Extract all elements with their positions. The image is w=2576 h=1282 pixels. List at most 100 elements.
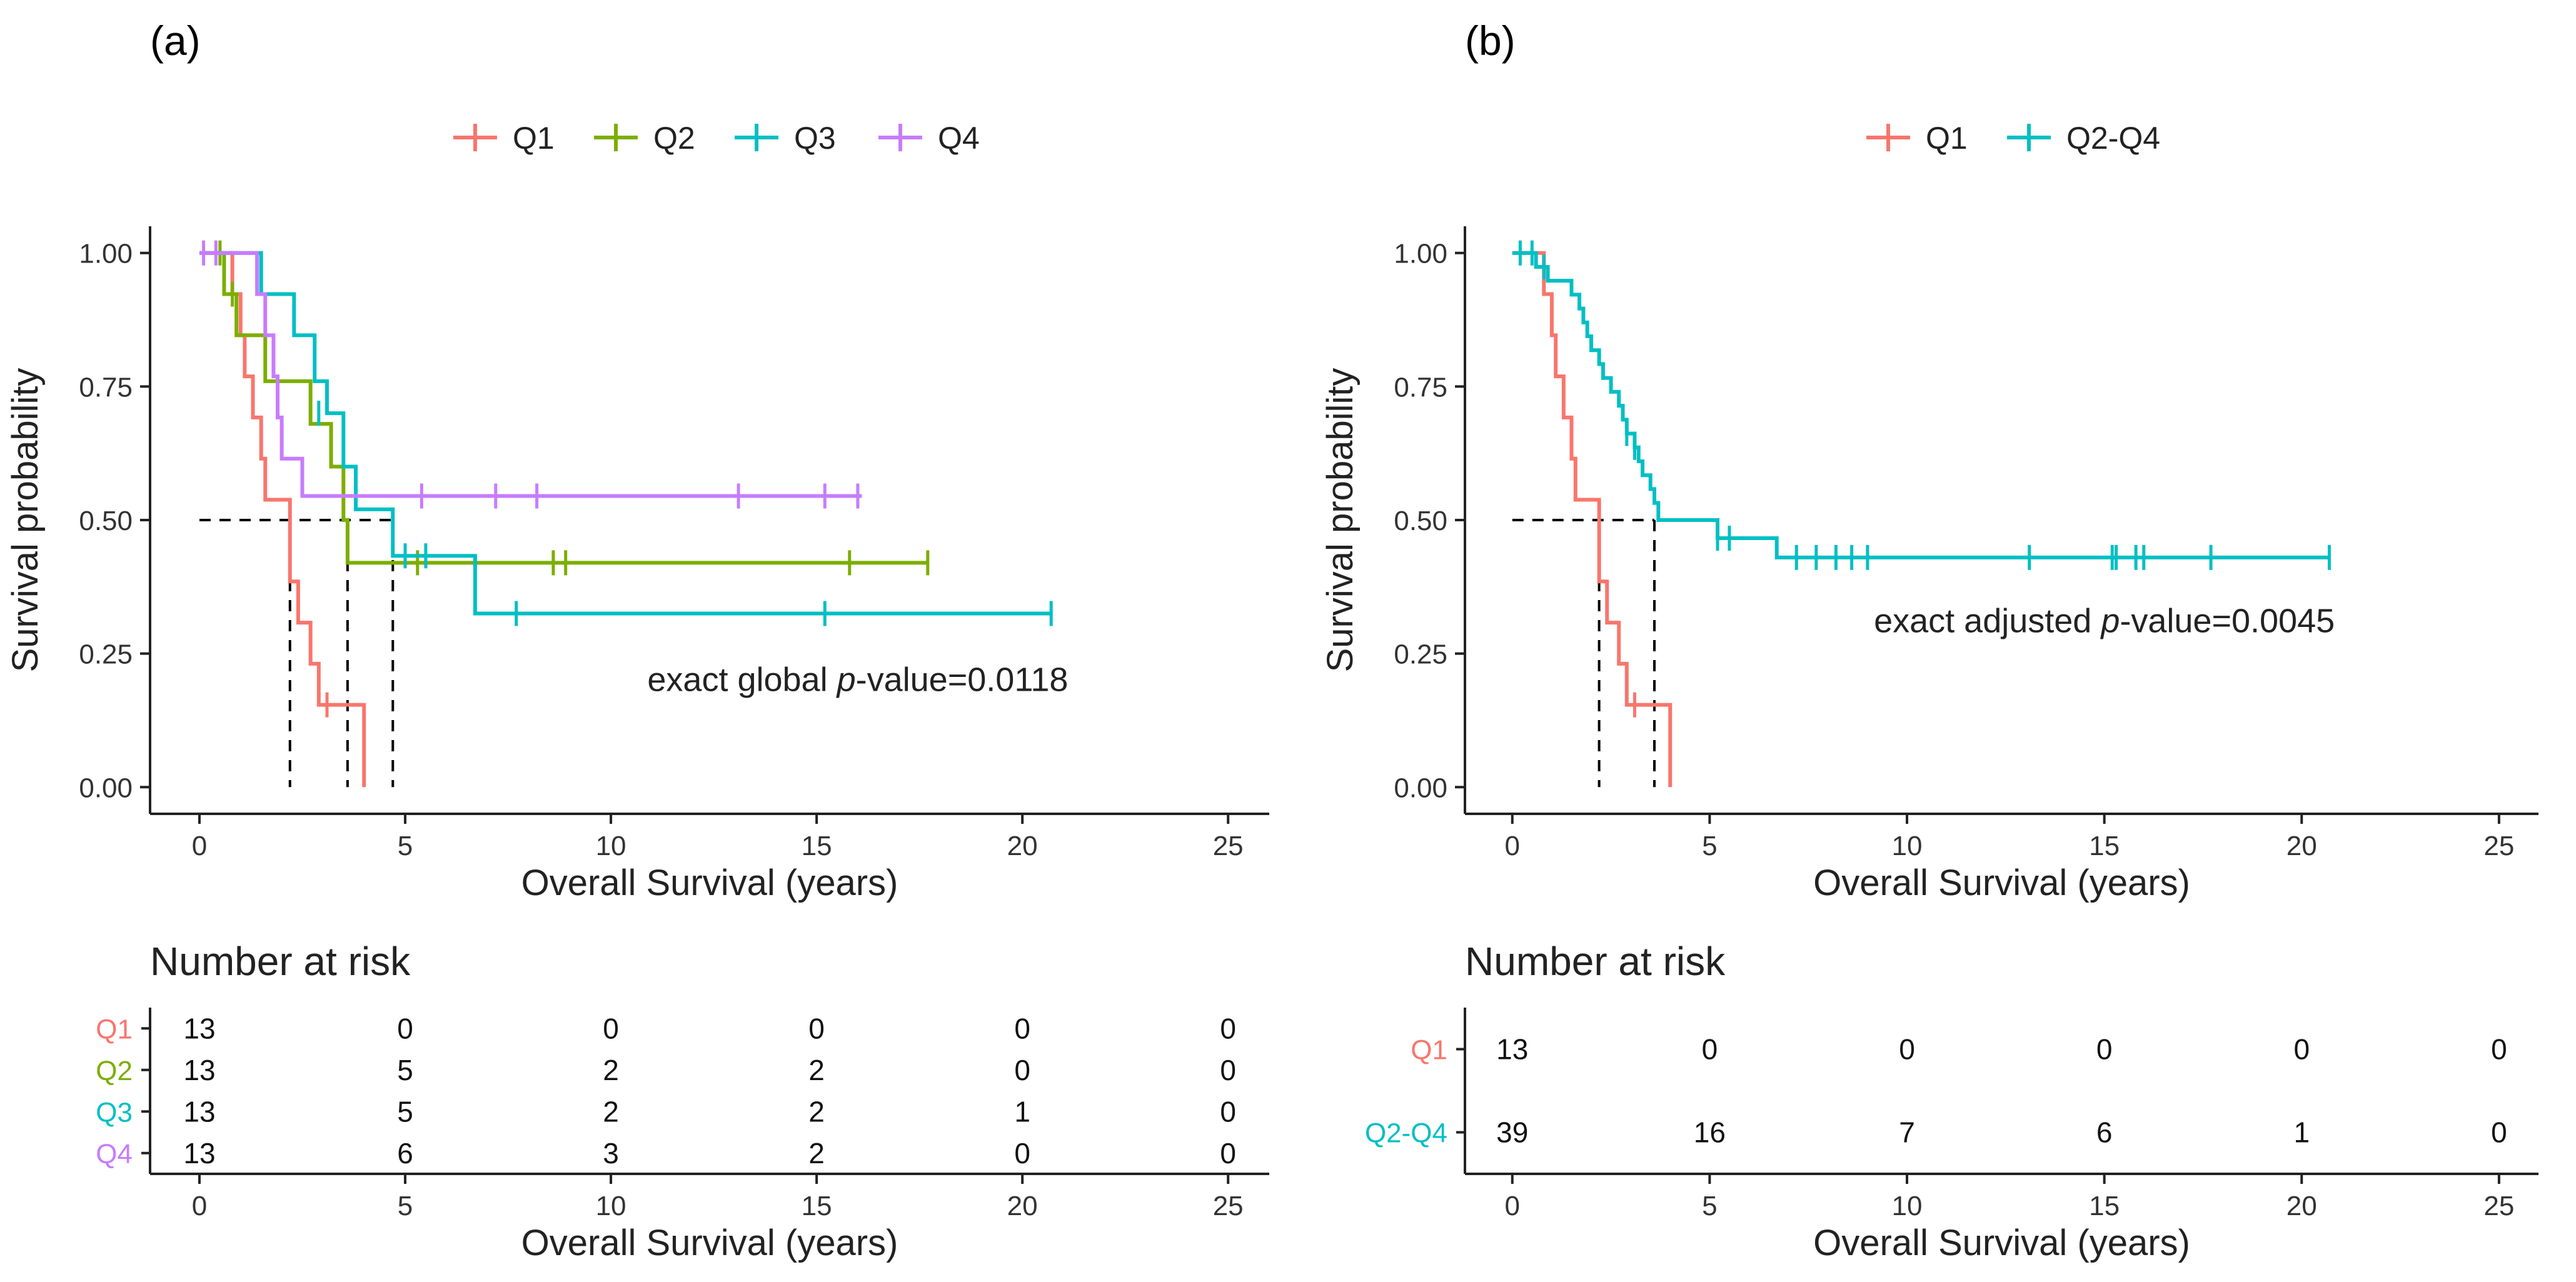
risk-count: 7	[1899, 1116, 1915, 1149]
risk-row-label: Q3	[96, 1097, 133, 1128]
risk-count: 39	[1496, 1116, 1528, 1149]
risk-count: 0	[1899, 1033, 1915, 1066]
risk-count: 16	[1694, 1116, 1726, 1149]
risk-count: 13	[1496, 1033, 1528, 1066]
legend-item-q4: Q4	[878, 121, 980, 156]
p-value-prefix: exact adjusted	[1874, 602, 2101, 639]
x-tick-label: 5	[398, 831, 413, 861]
risk-count: 0	[1702, 1033, 1718, 1066]
legend-item-q2-q4: Q2-Q4	[2007, 121, 2160, 156]
p-value-italic: p	[836, 661, 856, 698]
risk-count: 13	[183, 1012, 215, 1044]
x-axis-title: Overall Survival (years)	[1813, 863, 2190, 903]
risk-row-q2-q4: Q2-Q4 39 16 7 6 1 0	[1365, 1116, 2507, 1149]
risk-x-axis-title: Overall Survival (years)	[521, 1223, 898, 1263]
legend-label-q1: Q1	[513, 121, 555, 156]
risk-count: 2	[603, 1095, 619, 1128]
y-tick-label: 0.75	[79, 372, 133, 403]
x-tick-label: 0	[1505, 831, 1520, 861]
legend-item-q2: Q2	[594, 121, 695, 156]
risk-count: 0	[397, 1012, 413, 1044]
y-tick-label: 0.00	[79, 773, 133, 803]
p-value-prefix: exact global	[647, 661, 837, 698]
risk-row-label: Q1	[96, 1014, 133, 1044]
risk-count: 6	[397, 1137, 413, 1169]
risk-count: 2	[808, 1095, 825, 1128]
risk-count: 0	[1220, 1137, 1236, 1169]
risk-x-tick-label: 5	[1702, 1191, 1717, 1221]
risk-x-tick-label: 0	[1505, 1191, 1520, 1221]
risk-count: 1	[1014, 1095, 1030, 1128]
risk-count: 0	[1220, 1095, 1236, 1128]
risk-count: 0	[808, 1012, 825, 1044]
legend-item-q1: Q1	[453, 121, 555, 156]
risk-count: 0	[1014, 1012, 1030, 1044]
risk-row-q1: Q1 13 0 0 0 0 0	[96, 1012, 1236, 1044]
risk-count: 13	[183, 1095, 215, 1128]
survival-curve-q2-q4	[1512, 251, 2330, 559]
x-tick-label: 20	[2287, 831, 2317, 861]
risk-count: 0	[1014, 1137, 1030, 1169]
x-tick-label: 0	[192, 831, 207, 861]
risk-count: 5	[397, 1054, 413, 1086]
risk-x-tick-label: 5	[398, 1191, 413, 1221]
risk-row-q1: Q1 13 0 0 0 0 0	[1411, 1033, 2507, 1066]
p-value-annotation: exact global p-value=0.0118	[647, 661, 1068, 698]
y-axis-title: Survival probability	[1320, 368, 1361, 673]
survival-curve-q4	[199, 251, 862, 498]
risk-row-q2: Q2 13 5 2 2 0 0	[96, 1054, 1236, 1086]
y-axis-title: Survival probability	[5, 368, 46, 673]
y-tick-label: 0.75	[1394, 372, 1447, 403]
risk-row-label: Q4	[96, 1139, 133, 1169]
x-tick-label: 10	[596, 831, 626, 861]
risk-count: 6	[2096, 1116, 2113, 1149]
risk-count: 0	[1220, 1012, 1236, 1044]
risk-count: 2	[808, 1137, 825, 1169]
risk-x-tick-label: 20	[2287, 1191, 2317, 1221]
y-tick-label: 0.00	[1394, 773, 1447, 803]
risk-x-axis-title: Overall Survival (years)	[1813, 1223, 2190, 1263]
legend-item-q1: Q1	[1866, 121, 1968, 156]
panel-a: (a) Q1 Q2 Q3 Q40.000.250.500.751.000 5 10 15 20…	[5, 18, 1269, 1263]
risk-count: 2	[808, 1054, 825, 1086]
risk-row-q3: Q3 13 5 2 2 1 0	[96, 1095, 1236, 1128]
y-tick-label: 0.50	[1394, 506, 1447, 536]
legend-label-q1: Q1	[1926, 121, 1968, 156]
risk-x-tick-label: 10	[1892, 1191, 1923, 1221]
x-tick-label: 25	[1213, 831, 1244, 861]
y-tick-label: 0.25	[1394, 639, 1447, 670]
panel-b: (b) Q1 Q2-Q40.000.250.500.751.000 5 10 15 20 2…	[1320, 18, 2538, 1263]
y-tick-label: 0.50	[79, 506, 133, 536]
x-tick-label: 10	[1892, 831, 1923, 861]
risk-x-tick-label: 25	[1213, 1191, 1244, 1221]
survival-curve-q1	[199, 251, 366, 788]
legend-label-q2-q4: Q2-Q4	[2066, 121, 2160, 156]
risk-count: 0	[2293, 1033, 2310, 1066]
risk-count: 3	[603, 1137, 619, 1169]
risk-count: 0	[2491, 1033, 2507, 1066]
risk-count: 13	[183, 1054, 215, 1086]
p-value-suffix: -value=0.0118	[856, 661, 1069, 698]
y-tick-label: 0.25	[79, 639, 133, 670]
p-value-italic: p	[2100, 602, 2120, 639]
x-tick-label: 15	[2089, 831, 2120, 861]
risk-count: 13	[183, 1137, 215, 1169]
risk-row-label: Q1	[1411, 1035, 1447, 1066]
risk-x-tick-label: 25	[2483, 1191, 2514, 1221]
legend-label-q3: Q3	[794, 121, 836, 156]
x-tick-label: 15	[802, 831, 832, 861]
risk-count: 0	[2491, 1116, 2507, 1149]
risk-count: 2	[603, 1054, 619, 1086]
x-axis-title: Overall Survival (years)	[521, 863, 898, 903]
survival-curve-q1	[1512, 251, 1673, 788]
risk-table-title: Number at risk	[1465, 939, 1726, 984]
risk-x-tick-label: 15	[802, 1191, 832, 1221]
risk-x-tick-label: 20	[1007, 1191, 1038, 1221]
risk-count: 0	[1220, 1054, 1236, 1086]
legend-label-q2: Q2	[653, 121, 695, 156]
risk-count: 5	[397, 1095, 413, 1128]
p-value-suffix: -value=0.0045	[2120, 602, 2335, 639]
x-tick-label: 20	[1007, 831, 1038, 861]
risk-count: 0	[2096, 1033, 2113, 1066]
